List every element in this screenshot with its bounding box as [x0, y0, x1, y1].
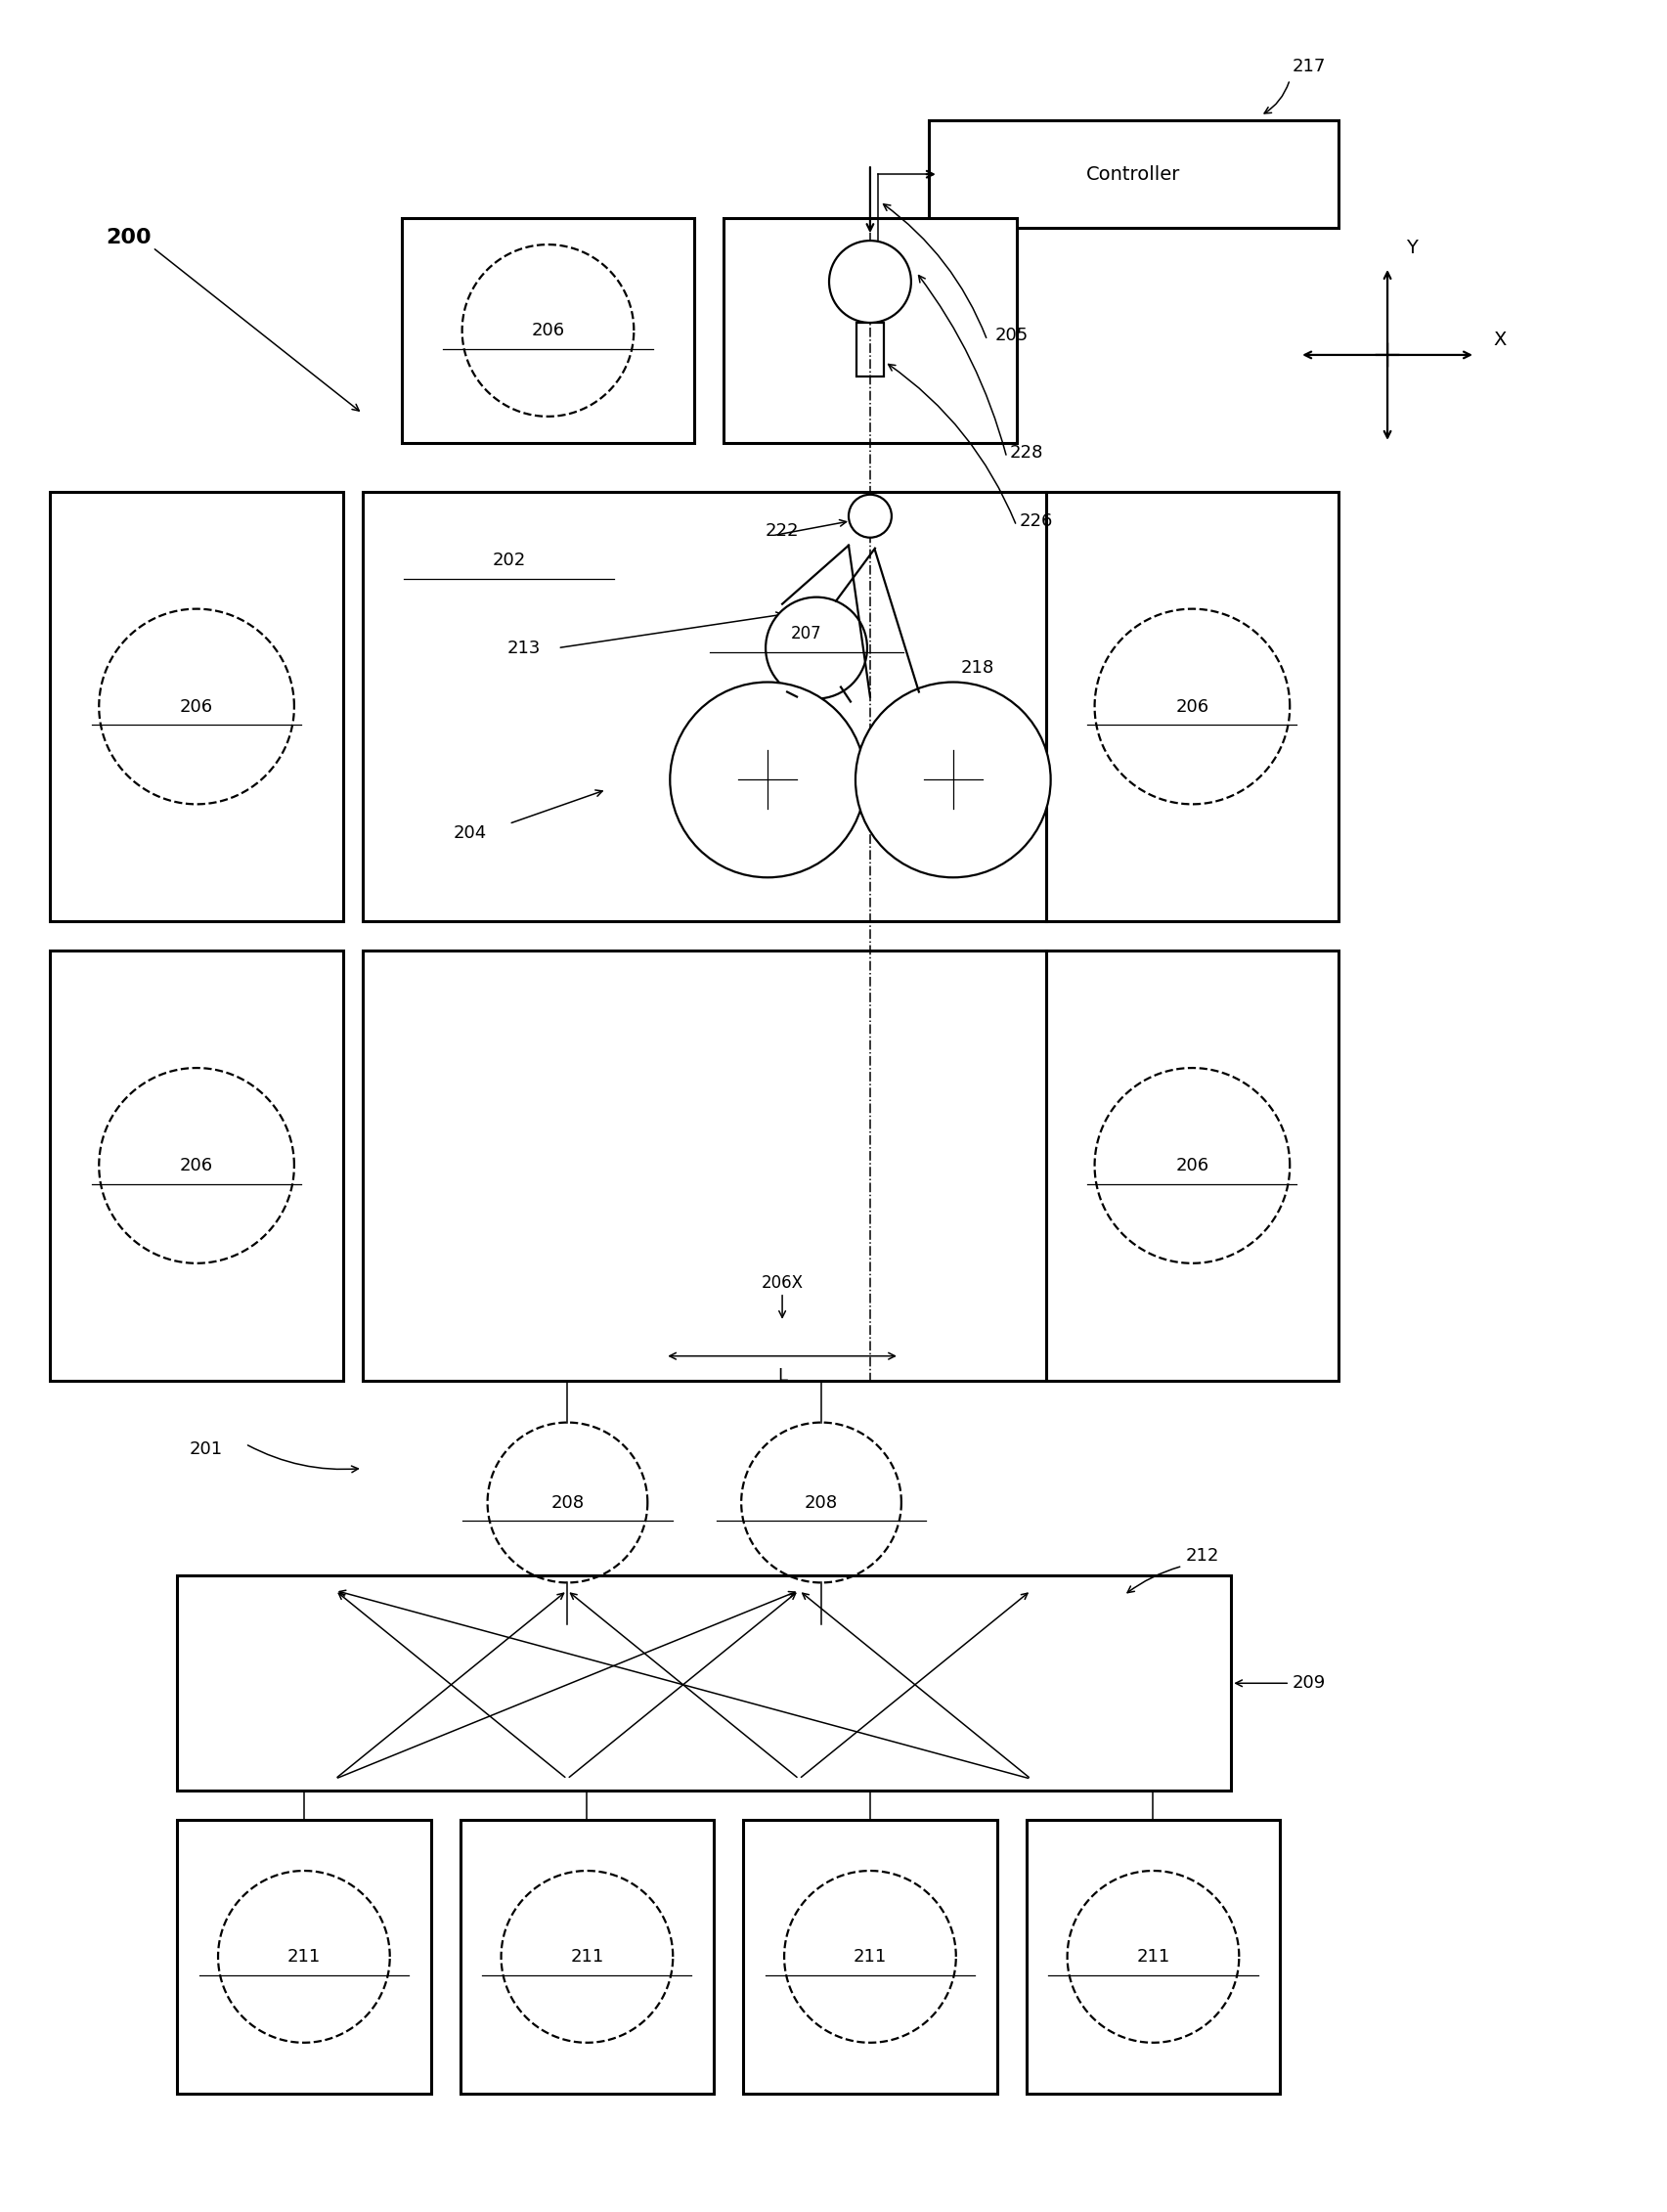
Bar — [929, 119, 1339, 228]
Bar — [1025, 1820, 1279, 2093]
Text: 205: 205 — [994, 327, 1029, 345]
Text: 202: 202 — [492, 551, 525, 568]
Text: 204: 204 — [453, 825, 487, 843]
Text: 218: 218 — [960, 659, 994, 677]
Circle shape — [855, 681, 1050, 878]
Text: 228: 228 — [1009, 445, 1042, 462]
Text: X: X — [1492, 332, 1505, 349]
Text: 226: 226 — [1019, 513, 1052, 529]
Bar — [50, 491, 343, 922]
Bar — [177, 1820, 430, 2093]
Text: 206X: 206X — [760, 1274, 803, 1292]
Text: Y: Y — [1405, 239, 1417, 257]
Bar — [723, 219, 1015, 442]
Text: 206: 206 — [180, 1157, 213, 1175]
Bar — [743, 1820, 997, 2093]
Text: 206: 206 — [1175, 1157, 1209, 1175]
Text: 217: 217 — [1292, 58, 1325, 75]
Text: 209: 209 — [1292, 1674, 1325, 1692]
Text: 206: 206 — [1175, 697, 1209, 714]
Text: 206: 206 — [180, 697, 213, 714]
Bar — [50, 951, 343, 1380]
Bar — [402, 219, 693, 442]
Bar — [177, 1575, 1230, 1792]
Circle shape — [828, 241, 910, 323]
Text: L: L — [777, 1367, 787, 1385]
Text: 200: 200 — [105, 228, 152, 248]
Text: 207: 207 — [790, 624, 822, 641]
Circle shape — [670, 681, 865, 878]
Bar — [460, 1820, 713, 2093]
Text: 211: 211 — [570, 1949, 603, 1966]
Text: 208: 208 — [803, 1493, 837, 1511]
Text: 201: 201 — [190, 1440, 223, 1458]
Text: 213: 213 — [507, 639, 540, 657]
Text: 211: 211 — [1135, 1949, 1169, 1966]
Bar — [1045, 491, 1339, 922]
Text: 211: 211 — [287, 1949, 320, 1966]
Circle shape — [849, 495, 892, 538]
Text: 208: 208 — [550, 1493, 583, 1511]
Text: 206: 206 — [532, 321, 565, 338]
Bar — [855, 323, 884, 376]
Bar — [362, 951, 1045, 1380]
Bar — [362, 491, 1045, 922]
Bar — [1045, 951, 1339, 1380]
Text: 222: 222 — [765, 522, 798, 540]
Circle shape — [765, 597, 867, 699]
Text: Controller: Controller — [1085, 166, 1180, 184]
Text: 211: 211 — [854, 1949, 887, 1966]
Text: 212: 212 — [1185, 1548, 1219, 1566]
